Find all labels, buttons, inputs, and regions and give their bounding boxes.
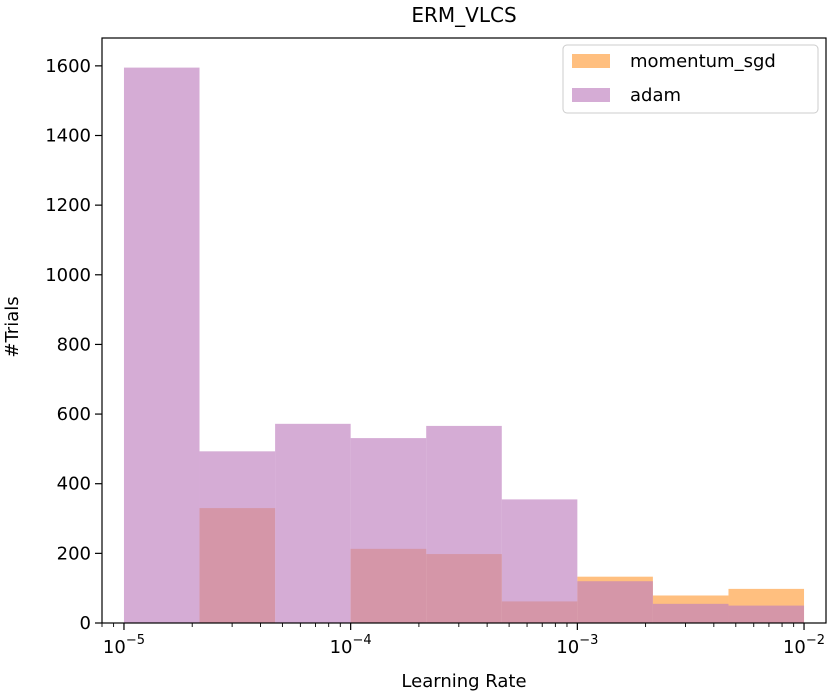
legend-label-adam: adam	[630, 85, 681, 106]
plot-frame	[101, 37, 827, 624]
legend-swatch-adam	[572, 88, 610, 102]
y-axis-label: #Trials	[2, 296, 23, 357]
x-axis: 10−5 10−4 10−3 10−2	[101, 623, 825, 658]
y-axis: 0 200 400 600 800 1000 1200 1400 1600	[45, 56, 102, 634]
chart-title: ERM_VLCS	[411, 3, 516, 27]
x-tick-label: 10−2	[783, 633, 825, 658]
bar-adam-2	[275, 423, 351, 623]
x-axis-label: Learning Rate	[401, 671, 526, 692]
y-tick-label: 200	[57, 543, 91, 564]
bar-adam-8	[728, 605, 805, 623]
legend-swatch-momentum_sgd	[572, 54, 610, 68]
y-tick-label: 800	[57, 334, 91, 355]
bar-adam-4	[426, 425, 502, 623]
bar-adam-5	[501, 499, 578, 623]
bar-adam-3	[350, 438, 427, 623]
legend-box	[562, 44, 819, 114]
y-tick-label: 1400	[45, 126, 91, 147]
y-tick-label: 400	[57, 474, 91, 495]
y-tick-label: 0	[80, 613, 91, 634]
y-tick-label: 1600	[45, 56, 91, 77]
x-tick-label: 10−3	[556, 633, 598, 658]
bar-adam-0	[123, 67, 200, 624]
y-tick-label: 1000	[45, 265, 91, 286]
x-tick-label: 10−5	[103, 633, 145, 658]
bars-layer	[123, 67, 805, 624]
y-tick-label: 1200	[45, 195, 91, 216]
y-tick-label: 600	[57, 404, 91, 425]
legend-label-momentum_sgd: momentum_sgd	[630, 51, 776, 72]
x-tick-label: 10−4	[330, 633, 372, 658]
bar-adam-7	[652, 603, 729, 623]
series-adam	[123, 67, 805, 624]
bar-adam-6	[577, 581, 653, 623]
bar-adam-1	[199, 451, 276, 623]
